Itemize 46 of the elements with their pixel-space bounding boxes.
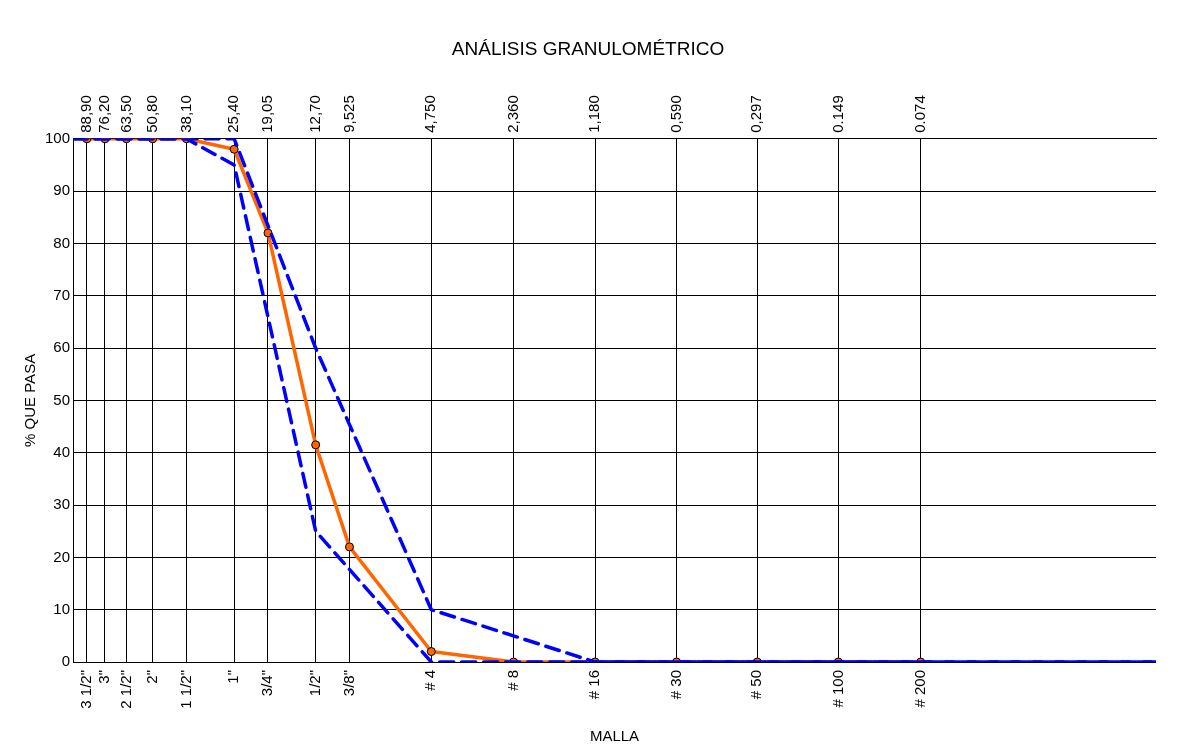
- x-tick-label: 25,40: [224, 95, 242, 133]
- y-tick-label: 50: [53, 390, 71, 408]
- text: # 16: [585, 670, 603, 700]
- x-tick-label: 0.149: [828, 95, 846, 133]
- y-tick-label: 0: [61, 652, 71, 670]
- y-tick-label: 60: [53, 338, 71, 356]
- text: 2": [142, 670, 160, 684]
- x-tick-label: 0,297: [747, 95, 765, 133]
- x-tick-label: 1,180: [585, 95, 603, 133]
- text: 1/2": [305, 670, 323, 697]
- x-tick-label: 0,590: [666, 95, 684, 133]
- y-tick-label: 30: [53, 495, 71, 513]
- x-tick-label: 9,525: [339, 95, 357, 133]
- text: 3 1/2": [77, 670, 94, 709]
- x-tick-label: 38,10: [176, 95, 194, 133]
- text: # 100: [828, 670, 846, 708]
- chart-title: ANÁLISIS GRANULOMÉTRICO: [451, 37, 725, 59]
- y-tick-label: 70: [53, 285, 71, 303]
- text: 1 1/2": [176, 670, 194, 709]
- y-tick-label: 20: [53, 547, 71, 565]
- x-tick-label: 19,05: [258, 95, 276, 133]
- y-tick-label: 100: [45, 128, 71, 146]
- text: 3": [95, 670, 113, 684]
- text: # 30: [666, 670, 684, 700]
- text: # 8: [503, 670, 521, 691]
- x-tick-label: 63,50: [116, 95, 134, 133]
- text: 2 1/2": [116, 670, 134, 709]
- text: # 4: [421, 670, 439, 691]
- x-tick-label: 2,360: [503, 95, 521, 133]
- y-tick-label: 10: [53, 599, 71, 617]
- x-tick-label: 76,20: [95, 95, 113, 133]
- text: 3/8": [339, 670, 357, 697]
- y-tick-label: 80: [53, 233, 71, 251]
- text: # 200: [910, 670, 928, 708]
- y-tick-label: 90: [53, 181, 71, 199]
- text: # 50: [747, 670, 765, 700]
- y-axis-title: % QUE PASA: [21, 353, 39, 447]
- x-tick-label: 4,750: [421, 95, 439, 133]
- text: 1": [224, 670, 242, 684]
- text: 3/4": [258, 670, 276, 697]
- x-axis-title: MALLA: [589, 726, 640, 744]
- y-tick-label: 40: [53, 442, 71, 460]
- x-tick-label: 0.074: [910, 95, 928, 133]
- x-tick-label: 50,80: [142, 95, 160, 133]
- x-tick-label: 88,90: [77, 95, 94, 133]
- x-tick-label: 12,70: [305, 95, 323, 133]
